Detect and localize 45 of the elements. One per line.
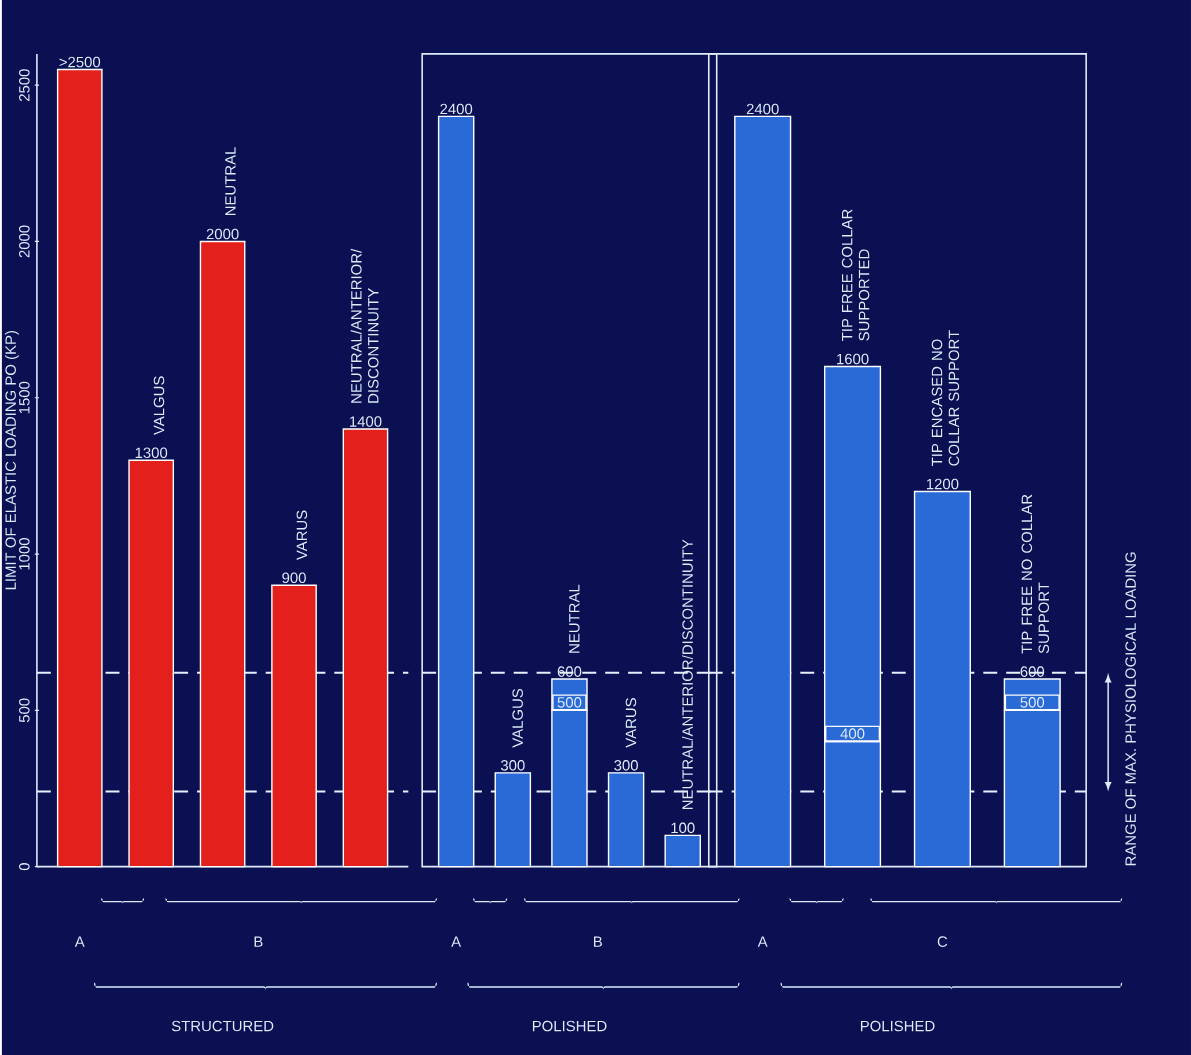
data-label: 1400: [350, 416, 382, 427]
x-tick-label: VARUS: [625, 697, 637, 748]
x-tick-label: VALGUS: [512, 688, 523, 748]
x-axis-title: POLISHED: [532, 1020, 607, 1032]
data-label: 1300: [135, 447, 168, 458]
x-tick-label: TIP FREE NO COLLAR SUPPORT: [1021, 494, 1050, 654]
y-tick-label: 1000: [19, 537, 30, 570]
total-label: 2400: [440, 103, 473, 115]
y-tick-label: 1500: [19, 381, 30, 414]
text: B: [594, 936, 602, 947]
x-axis-title: POLISHED: [860, 1020, 935, 1032]
x-tick-label: VALGUS: [153, 376, 165, 435]
y-tick-label: 2000: [19, 225, 30, 258]
y-tick-label: 500: [19, 698, 30, 723]
data-label: 900: [282, 572, 306, 583]
data-label: 500: [557, 696, 582, 708]
total-label: 600: [1020, 666, 1045, 677]
text: RANGE OF MAX. PHYSIOLOGICAL LOADING: [1125, 552, 1136, 866]
x-tick-label: TIP FREE COLLAR SUPPORTED: [841, 209, 870, 341]
total-label: 300: [500, 759, 525, 771]
text: A: [757, 936, 768, 947]
x-tick-label: NEUTRAL/ANTERIOR/DISCONTINUITY: [681, 539, 693, 809]
total-label: 600: [557, 666, 582, 677]
x-tick-label: NEUTRAL: [225, 147, 236, 215]
total-label: 2400: [746, 103, 779, 115]
data-label: 2000: [206, 228, 239, 240]
y-tick-label: 0: [19, 862, 30, 871]
x-axis-title: STRUCTURED: [171, 1020, 274, 1032]
x-tick-label: NEUTRAL: [569, 584, 580, 653]
text: C: [937, 936, 948, 947]
x-tick-label: TIP ENCASED NO COLLAR SUPPORT: [931, 330, 960, 466]
y-axis-title: LIMIT OF ELASTIC LOADING PO (KP): [4, 330, 19, 590]
x-tick-label: VARUS: [296, 510, 308, 560]
y-tick-label: 2500: [19, 69, 30, 101]
text: A: [451, 936, 462, 947]
total-label: 1600: [837, 353, 869, 365]
data-label: 500: [1020, 696, 1045, 708]
text: B: [254, 936, 263, 947]
data-label: 400: [840, 728, 865, 739]
x-tick-label: NEUTRAL/ANTERIOR/ DISCONTINUITY: [350, 248, 379, 403]
total-label: 300: [614, 759, 638, 771]
data-label: >2500: [59, 56, 101, 68]
total-label: 1200: [926, 478, 959, 490]
total-label: 100: [671, 822, 695, 834]
text: A: [74, 936, 85, 947]
